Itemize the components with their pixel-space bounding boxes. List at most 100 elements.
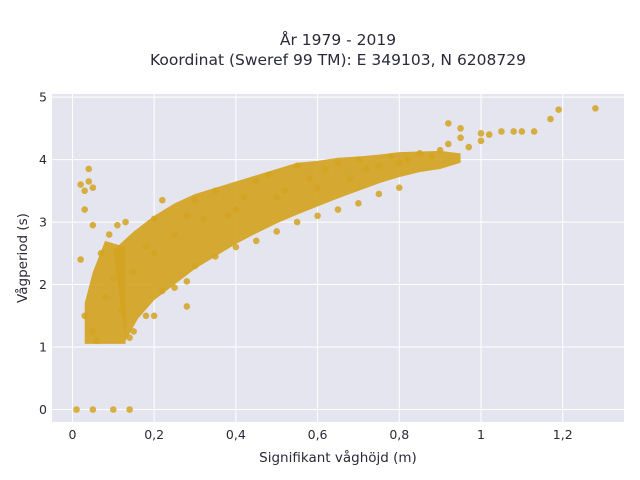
y-tick-label: 4 [39,152,47,167]
y-tick-label: 2 [39,277,47,292]
data-point [530,128,538,135]
data-point [363,165,370,173]
data-point [592,105,599,112]
data-point [101,293,109,301]
data-point [77,256,84,263]
data-point [122,218,129,226]
y-axis-title: Vågperiod (s) [14,213,31,303]
data-point [77,181,84,188]
data-point [89,184,97,192]
data-point [436,146,444,154]
data-point [89,406,97,413]
data-point [171,231,178,238]
data-point [334,206,342,213]
data-point [85,178,93,185]
x-tick-label: 1,2 [553,427,573,442]
data-point [395,184,403,192]
data-point [252,178,260,185]
data-point [109,275,117,282]
data-point [555,106,562,113]
data-point [73,406,80,413]
data-point [159,196,166,204]
data-point [375,162,383,170]
data-point [150,250,158,257]
data-point [130,328,138,335]
data-point [265,171,272,179]
data-point [314,212,321,220]
y-tick-label: 0 [39,402,47,417]
data-point [457,134,464,142]
data-point [93,337,101,345]
data-point [183,303,191,310]
chart-subtitle: Koordinat (Sweref 99 TM): E 349103, N 62… [150,51,526,69]
data-point [252,237,260,245]
data-point [212,187,219,195]
dense-region-low [84,240,126,344]
data-point [118,306,125,313]
data-point [150,312,158,320]
data-point [126,334,133,341]
data-point [89,221,97,229]
data-point [126,406,133,413]
x-axis-title: Signifikant våghöjd (m) [259,449,417,466]
data-point [109,406,117,413]
data-point [273,228,281,235]
data-point [510,128,517,135]
data-point [375,190,383,198]
data-point [416,150,424,157]
data-point [485,131,493,138]
data-point [387,153,395,160]
x-tick-label: 0,8 [389,427,409,442]
data-point [159,287,166,295]
dense-region [113,150,461,341]
data-point [334,159,342,167]
scatter-cloud [84,150,461,344]
data-point [81,187,88,195]
data-point [130,268,138,276]
data-point [142,243,150,251]
data-point [199,215,207,223]
data-point [81,312,88,320]
data-point [346,175,354,182]
data-point [81,206,88,213]
y-tick-label: 3 [39,215,47,230]
x-tick-label: 0,2 [144,427,164,442]
data-point [314,184,321,192]
data-point [150,215,158,223]
data-point [445,120,452,127]
data-point [191,196,199,204]
data-point [97,250,105,257]
data-point [355,156,362,163]
data-point [477,130,485,137]
data-point [465,143,473,151]
data-point [547,115,554,123]
data-point [89,328,97,335]
y-tick-labels: 0 1 2 3 4 5 [39,90,47,417]
data-point [114,221,121,229]
data-point [281,187,289,195]
data-point [273,193,281,201]
data-point [293,162,301,170]
data-point [183,278,191,285]
data-point [183,212,191,220]
data-point [322,165,330,173]
data-point [142,312,150,320]
y-tick-label: 1 [39,340,47,355]
x-tick-label: 0 [68,427,76,442]
data-point [395,159,403,167]
data-point [498,128,505,135]
data-points [73,105,599,413]
data-point [477,137,485,145]
x-tick-label: 0,4 [226,427,246,442]
data-point [224,212,231,220]
data-point [85,165,93,173]
x-tick-labels: 0 0,2 0,4 0,6 0,8 1 1,2 [68,427,572,442]
chart-title: År 1979 - 2019 [280,30,396,49]
data-point [105,231,113,238]
data-point [355,200,362,207]
data-point [404,156,411,163]
data-point [212,253,219,260]
y-tick-label: 5 [39,90,47,105]
x-tick-label: 1 [477,427,485,442]
